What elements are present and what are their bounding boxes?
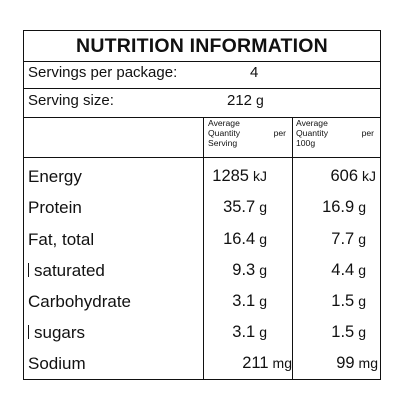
value: 35.7 — [223, 198, 256, 216]
value: 99 — [336, 354, 355, 372]
fat-total-per-100g: 7.7 g — [331, 230, 366, 249]
servings-value: 4 — [250, 64, 259, 81]
sodium-per-100g: 99 mg — [336, 354, 378, 373]
value: 1285 — [212, 167, 249, 185]
carbohydrate-per-100g: 1.5 g — [331, 292, 366, 311]
label: sugars — [34, 323, 86, 342]
value: 606 — [330, 167, 358, 185]
header-line: Quantity per — [208, 128, 286, 138]
header-word: per — [361, 128, 374, 138]
unit: kJ — [362, 168, 376, 184]
header-word: Quantity — [296, 128, 329, 138]
header-line: Average — [208, 118, 240, 128]
nutrient-name-carbohydrate: Carbohydrate — [28, 292, 132, 311]
unit: g — [358, 199, 366, 215]
sodium-per-serving: 211 mg — [242, 354, 292, 373]
nutrient-name-saturated: saturated — [28, 261, 105, 281]
unit: g — [259, 231, 267, 247]
column-divider — [292, 117, 293, 379]
value: 16.4 — [223, 230, 256, 248]
energy-per-serving: 1285 kJ — [212, 167, 267, 186]
protein-per-serving: 35.7 g — [223, 198, 267, 217]
serving-size-number: 212 — [227, 92, 253, 109]
value: 3.1 — [232, 292, 256, 310]
divider — [24, 88, 380, 89]
nutrient-name-sugars: sugars — [28, 323, 85, 343]
divider — [24, 117, 380, 118]
unit: g — [358, 293, 366, 309]
unit: g — [358, 231, 366, 247]
unit: g — [259, 262, 267, 278]
unit: g — [259, 324, 267, 340]
value: 1.5 — [331, 323, 355, 341]
serving-size-label: Serving size: — [28, 92, 114, 109]
protein-per-100g: 16.9 g — [322, 198, 366, 217]
sugars-per-serving: 3.1 g — [232, 323, 267, 342]
servings-label: Servings per package: — [28, 64, 178, 81]
divider — [24, 157, 380, 158]
unit: g — [358, 324, 366, 340]
divider — [24, 61, 380, 62]
unit: g — [358, 262, 366, 278]
value: 211 — [242, 354, 269, 372]
value: 9.3 — [232, 261, 256, 279]
nutrient-name-protein: Protein — [28, 198, 82, 217]
column-divider — [203, 117, 204, 379]
nutrient-name-sodium: Sodium — [28, 354, 86, 373]
header-line: Quantity per — [296, 128, 374, 138]
indent-dash — [28, 263, 29, 277]
value: 1.5 — [331, 292, 355, 310]
unit: kJ — [253, 168, 267, 184]
serving-size-unit: g — [256, 92, 264, 108]
fat-total-per-serving: 16.4 g — [223, 230, 267, 249]
unit: mg — [358, 355, 378, 371]
label: saturated — [34, 261, 105, 280]
header-line: 100g — [296, 138, 316, 148]
unit: g — [259, 293, 267, 309]
saturated-per-100g: 4.4 g — [331, 261, 366, 280]
sugars-per-100g: 1.5 g — [331, 323, 366, 342]
nutrition-panel: NUTRITION INFORMATION Servings per packa… — [23, 30, 381, 380]
header-per-serving: Average Quantity per Serving — [208, 118, 286, 148]
serving-size-value: 212 g — [227, 92, 264, 109]
unit: g — [259, 199, 267, 215]
saturated-per-serving: 9.3 g — [232, 261, 267, 280]
unit: mg — [272, 355, 292, 371]
header-word: per — [273, 128, 286, 138]
header-word: Quantity — [208, 128, 241, 138]
header-per-100g: Average Quantity per 100g — [296, 118, 374, 148]
value: 3.1 — [232, 323, 256, 341]
nutrient-name-energy: Energy — [28, 167, 82, 186]
nutrient-name-fat-total: Fat, total — [28, 230, 95, 249]
carbohydrate-per-serving: 3.1 g — [232, 292, 267, 311]
header-line: Serving — [208, 138, 238, 148]
panel-title: NUTRITION INFORMATION — [76, 35, 328, 57]
value: 4.4 — [331, 261, 355, 279]
value: 7.7 — [331, 230, 355, 248]
header-line: Average — [296, 118, 328, 128]
value: 16.9 — [322, 198, 355, 216]
energy-per-100g: 606 kJ — [330, 167, 376, 186]
indent-dash — [28, 325, 29, 339]
